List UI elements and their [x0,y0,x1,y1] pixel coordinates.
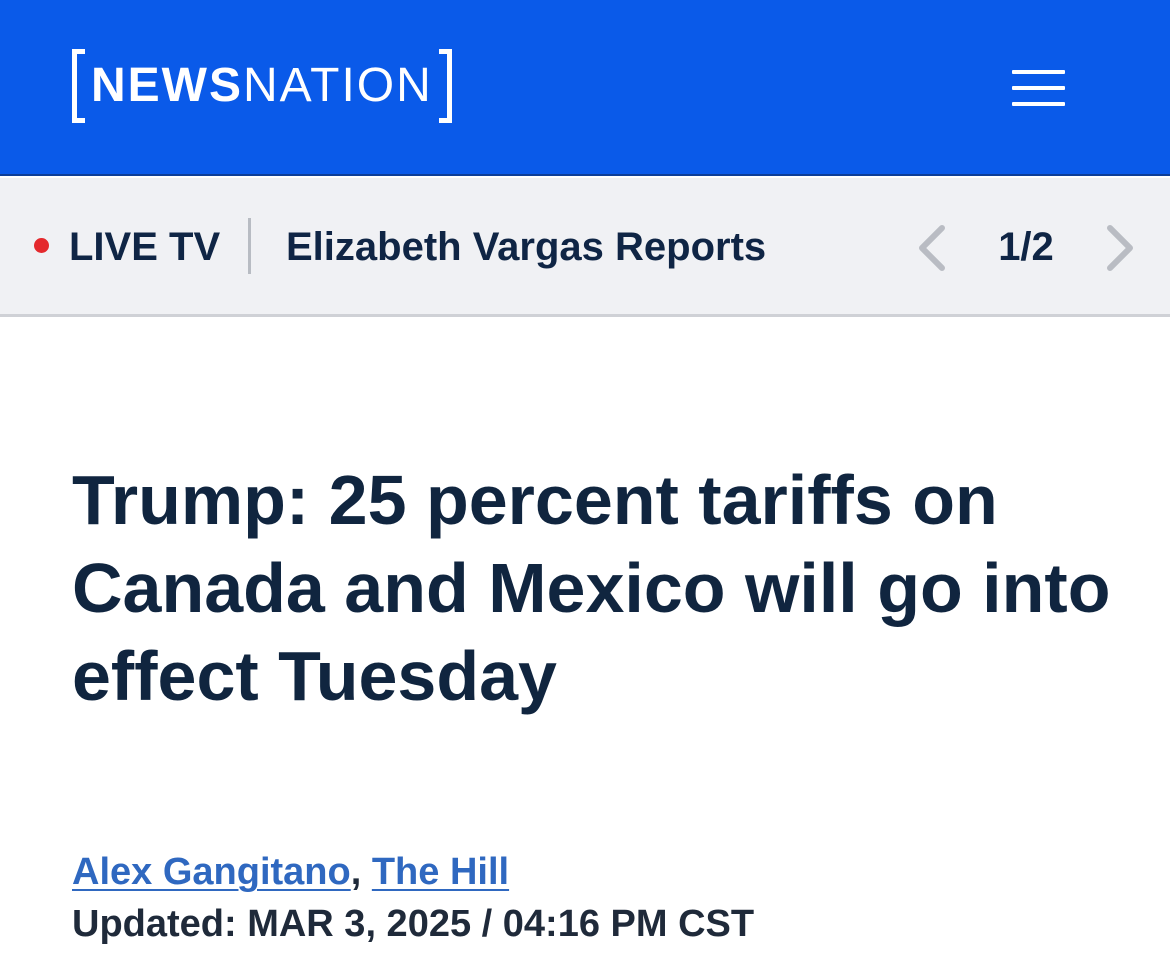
byline-separator: , [350,851,362,893]
live-bar-divider [248,218,251,274]
current-show-title[interactable]: Elizabeth Vargas Reports [286,225,767,269]
live-tv-bar: LIVE TV Elizabeth Vargas Reports 1/2 [0,178,1170,317]
source-link[interactable]: The Hill [371,851,510,893]
live-tv-link[interactable]: LIVE TV [69,225,221,269]
logo-left-bracket [72,49,85,123]
show-pager: 1/2 [998,225,1054,269]
chevron-left-icon[interactable] [912,222,952,274]
newsnation-logo[interactable]: NEWSNATION [72,49,452,123]
live-indicator-icon [34,238,49,253]
article-byline: Alex Gangitano, The Hill [72,848,509,896]
chevron-right-icon[interactable] [1100,222,1140,274]
hamburger-menu-icon[interactable] [1006,66,1070,110]
article-updated-date: Updated: MAR 3, 2025 / 04:16 PM CST [72,903,755,945]
author-link[interactable]: Alex Gangitano [72,851,351,893]
logo-nation-text: NATION [243,59,433,112]
site-header: NEWSNATION [0,0,1170,176]
logo-wordmark: NEWSNATION [85,49,439,123]
logo-right-bracket [438,49,452,123]
logo-news-text: NEWS [91,59,243,112]
article-headline: Trump: 25 percent tariffs on Canada and … [72,461,1111,715]
